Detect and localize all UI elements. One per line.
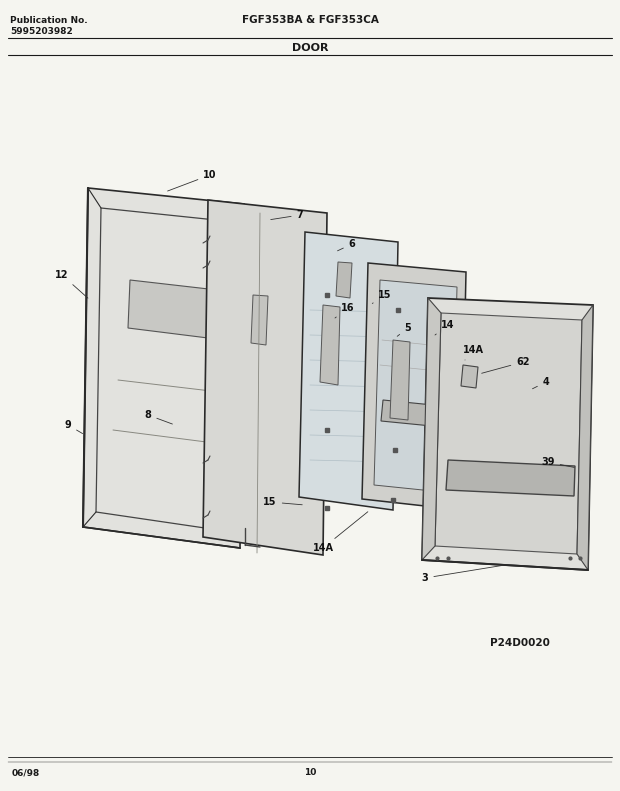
Text: 14: 14: [435, 320, 454, 335]
Polygon shape: [577, 305, 593, 570]
Text: 15: 15: [373, 290, 392, 304]
Text: 10: 10: [167, 170, 217, 191]
Polygon shape: [299, 232, 398, 510]
Text: 8: 8: [144, 410, 172, 424]
Text: DOOR: DOOR: [292, 43, 328, 53]
Text: P24D0020: P24D0020: [490, 638, 550, 648]
Text: FGF353BA & FGF353CA: FGF353BA & FGF353CA: [242, 15, 378, 25]
Text: 6: 6: [337, 239, 355, 251]
Text: 10: 10: [304, 768, 316, 777]
Text: 39: 39: [541, 457, 574, 467]
Polygon shape: [128, 280, 226, 340]
Polygon shape: [336, 262, 352, 298]
Polygon shape: [203, 200, 327, 555]
Text: 5995203982: 5995203982: [10, 27, 73, 36]
Text: Publication No.: Publication No.: [10, 16, 87, 25]
Polygon shape: [390, 340, 410, 420]
Polygon shape: [374, 280, 457, 493]
Text: 3: 3: [422, 566, 502, 583]
Polygon shape: [461, 365, 478, 388]
Polygon shape: [422, 298, 441, 560]
Polygon shape: [422, 298, 593, 570]
Text: 14A: 14A: [463, 345, 484, 360]
Polygon shape: [362, 263, 466, 510]
Polygon shape: [435, 313, 582, 554]
Text: 62: 62: [482, 357, 529, 373]
Text: 4: 4: [533, 377, 549, 388]
Text: 06/98: 06/98: [12, 768, 40, 777]
Text: 5: 5: [397, 323, 412, 336]
Polygon shape: [83, 188, 244, 548]
Polygon shape: [381, 400, 453, 428]
Text: 12: 12: [55, 270, 88, 298]
Text: 7: 7: [271, 210, 303, 220]
Polygon shape: [446, 460, 575, 496]
Text: 14A: 14A: [312, 512, 368, 553]
Text: 9: 9: [64, 420, 82, 433]
Text: 15: 15: [264, 497, 302, 507]
Polygon shape: [251, 295, 268, 345]
Text: 16: 16: [335, 303, 355, 318]
Polygon shape: [320, 305, 340, 385]
